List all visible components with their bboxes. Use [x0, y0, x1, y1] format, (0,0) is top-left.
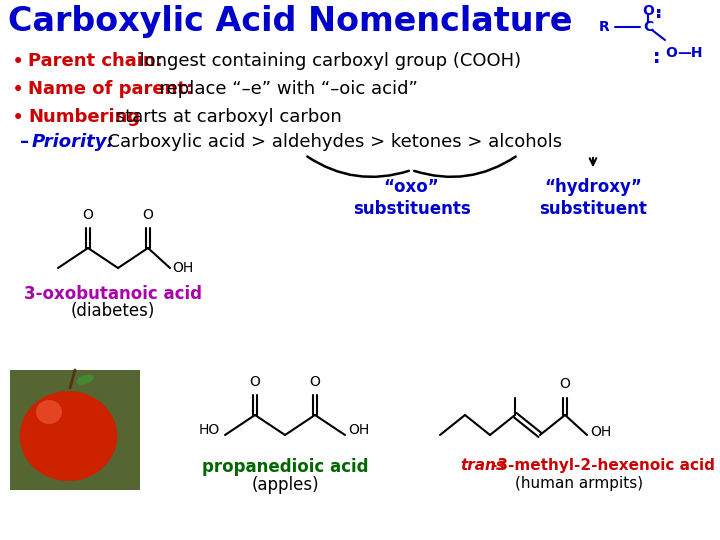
Text: ·: · [655, 8, 662, 27]
Text: HO: HO [199, 423, 220, 437]
Text: trans: trans [460, 458, 505, 473]
Text: O: O [143, 208, 153, 222]
Text: Parent chain:: Parent chain: [28, 52, 163, 70]
Text: (human armpits): (human armpits) [515, 476, 643, 491]
Text: OH: OH [348, 423, 369, 437]
Text: “hydroxy”
substituent: “hydroxy” substituent [539, 178, 647, 218]
Text: –: – [20, 133, 29, 151]
Text: •: • [12, 108, 24, 128]
Ellipse shape [19, 391, 117, 481]
Text: (apples): (apples) [251, 476, 319, 494]
Text: replace “–e” with “–oic acid”: replace “–e” with “–oic acid” [148, 80, 418, 98]
Text: O: O [310, 375, 320, 389]
Text: O: O [559, 377, 570, 391]
Text: Numbering: Numbering [28, 108, 140, 126]
Text: (diabetes): (diabetes) [71, 302, 156, 320]
Text: •: • [12, 52, 24, 72]
Text: OH: OH [590, 425, 611, 439]
Text: ·: · [653, 53, 661, 72]
Text: Name of parent:: Name of parent: [28, 80, 193, 98]
Text: Carboxylic Acid Nomenclature: Carboxylic Acid Nomenclature [8, 5, 572, 38]
Text: OH: OH [172, 261, 193, 275]
Text: R: R [599, 20, 610, 34]
Text: propanedioic acid: propanedioic acid [202, 458, 368, 476]
Ellipse shape [36, 400, 62, 424]
Bar [10, 370, 140, 490]
Text: O: O [642, 4, 654, 18]
Text: longest containing carboxyl group (COOH): longest containing carboxyl group (COOH) [128, 52, 521, 70]
Text: -3-methyl-2-hexenoic acid: -3-methyl-2-hexenoic acid [491, 458, 715, 473]
Ellipse shape [76, 374, 94, 385]
Text: ·: · [653, 46, 661, 65]
Text: Priority:: Priority: [32, 133, 114, 151]
Text: ·: · [655, 3, 662, 22]
Text: •: • [12, 80, 24, 100]
Text: “oxo”
substituents: “oxo” substituents [353, 178, 470, 218]
Text: O: O [665, 46, 677, 60]
Text: —H: —H [677, 46, 703, 60]
Text: O: O [250, 375, 261, 389]
Text: 3-oxobutanoic acid: 3-oxobutanoic acid [24, 285, 202, 303]
Text: Carboxylic acid > aldehydes > ketones > alcohols: Carboxylic acid > aldehydes > ketones > … [96, 133, 562, 151]
Text: C: C [643, 20, 653, 34]
Text: O: O [83, 208, 94, 222]
Text: starts at carboxyl carbon: starts at carboxyl carbon [110, 108, 342, 126]
